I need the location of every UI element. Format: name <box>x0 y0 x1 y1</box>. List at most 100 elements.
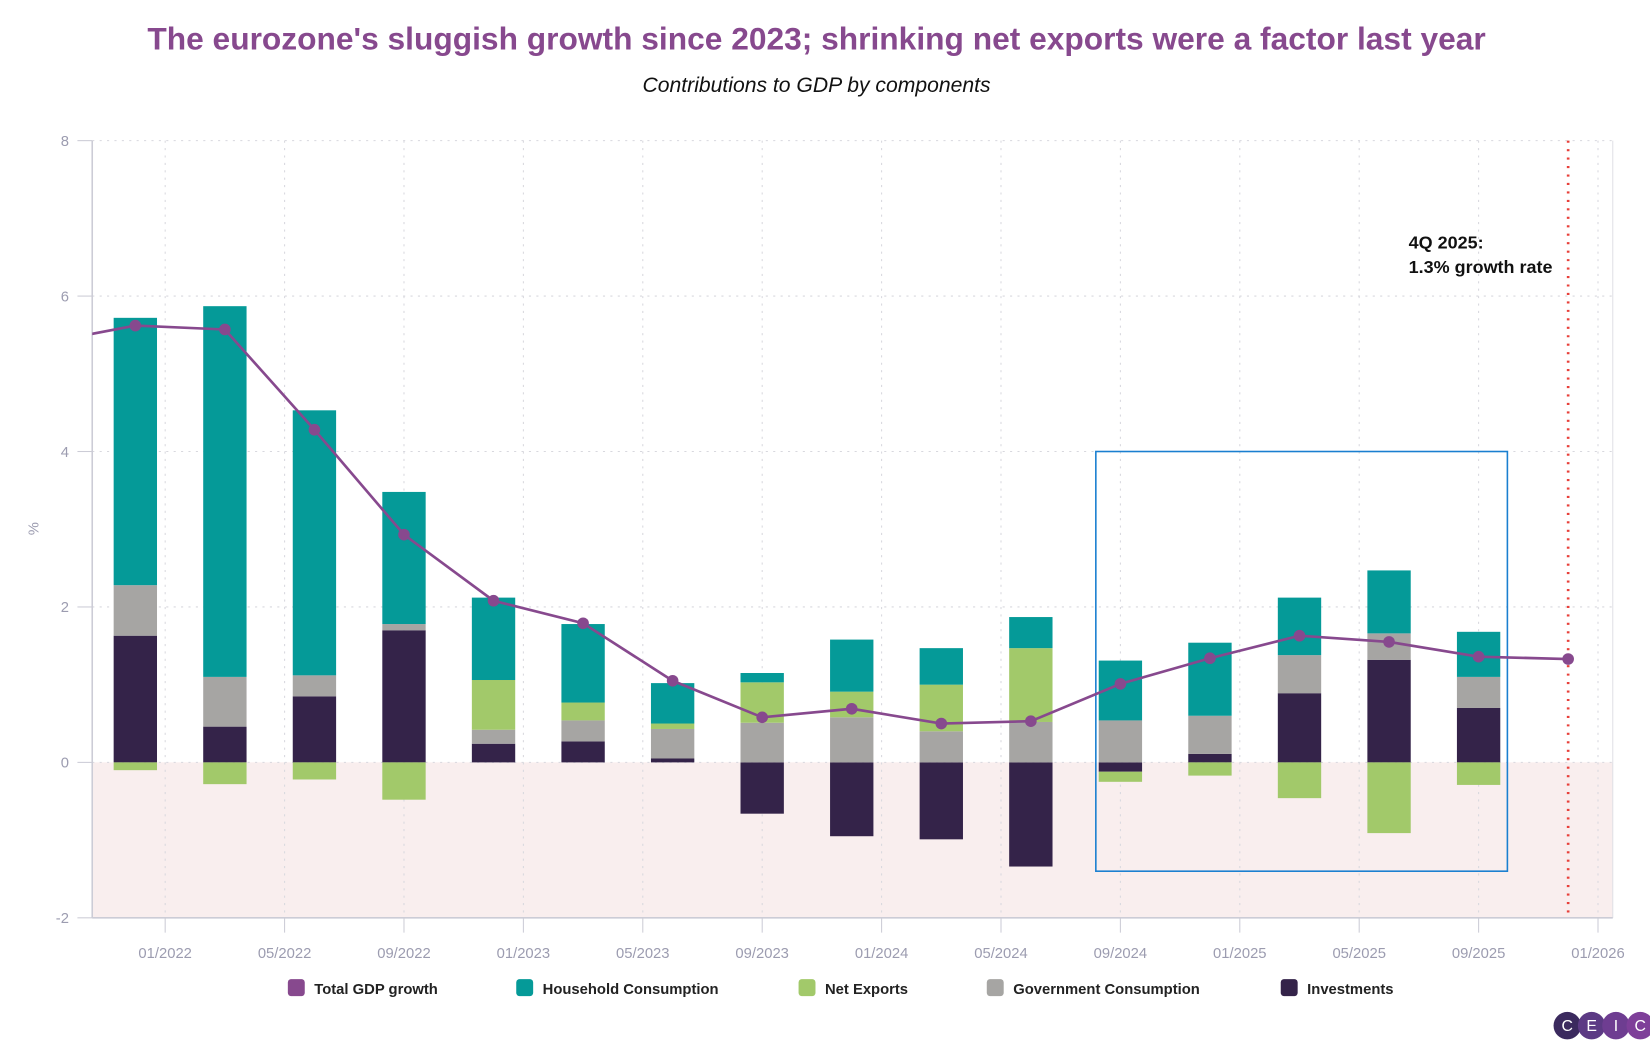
bar-household-consumption <box>1277 597 1322 656</box>
bar-investments <box>292 696 337 763</box>
point-total-gdp-growth <box>935 717 948 730</box>
bar-government-consumption <box>740 722 784 763</box>
bar-investments <box>1188 753 1232 763</box>
logo-letter: E <box>1586 1018 1597 1035</box>
bar-government-consumption <box>830 717 874 763</box>
bar-government-consumption <box>919 731 963 763</box>
legend: Total GDP growth Household Consumption Net… <box>287 979 1394 998</box>
point-total-gdp-growth <box>845 702 858 715</box>
bar-net-exports <box>1367 762 1411 834</box>
bar-household-consumption <box>113 317 158 586</box>
x-tick-label: 05/2022 <box>258 946 312 962</box>
bar-net-exports <box>650 723 695 729</box>
bar-investments <box>113 635 158 763</box>
bar-investments <box>203 726 247 763</box>
bar-investments <box>382 630 426 763</box>
x-tick-label: 01/2025 <box>1213 946 1267 962</box>
bar-investments <box>740 762 784 814</box>
bar-net-exports <box>292 762 337 780</box>
legend-label: Household Consumption <box>543 982 719 998</box>
legend-label: Net Exports <box>825 982 908 998</box>
point-total-gdp-growth <box>1204 652 1216 665</box>
bar-household-consumption <box>740 673 784 683</box>
bar-household-consumption <box>1367 570 1411 634</box>
y-tick-label: 8 <box>61 134 69 150</box>
bar-net-exports <box>1098 771 1143 782</box>
bar-net-exports <box>1277 762 1322 799</box>
point-total-gdp-growth <box>129 319 142 332</box>
logo-circle <box>1553 1011 1582 1040</box>
bar-government-consumption <box>1009 721 1053 763</box>
x-tick-label: 09/2024 <box>1094 946 1148 962</box>
bar-government-consumption <box>1188 715 1232 754</box>
logo-letter: C <box>1562 1018 1573 1035</box>
bar-household-consumption <box>292 410 337 676</box>
annotation-line1: 4Q 2025: <box>1409 232 1484 252</box>
bar-government-consumption <box>292 675 337 697</box>
bar-investments <box>1098 762 1143 772</box>
point-total-gdp-growth <box>1472 650 1485 663</box>
bar-net-exports <box>113 762 158 771</box>
point-total-gdp-growth <box>1025 715 1037 728</box>
x-tick-label: 05/2023 <box>616 946 670 962</box>
bar-household-consumption <box>830 639 874 692</box>
point-total-gdp-growth <box>1114 678 1127 690</box>
bar-investments <box>1277 693 1322 763</box>
legend-label: Investments <box>1307 982 1393 998</box>
bar-investments <box>1367 659 1411 763</box>
legend-label: Government Consumption <box>1013 982 1200 998</box>
point-total-gdp-growth <box>398 528 410 541</box>
point-total-gdp-growth <box>1293 629 1306 642</box>
y-tick-label: -2 <box>56 911 69 927</box>
bar-investments <box>561 741 605 763</box>
chart-subtitle: Contributions to GDP by components <box>643 74 991 97</box>
bar-government-consumption <box>382 624 426 631</box>
y-tick-label: 6 <box>61 289 69 305</box>
bar-investments <box>650 758 695 763</box>
logo-letter: I <box>1614 1018 1618 1035</box>
point-total-gdp-growth <box>666 674 679 687</box>
y-tick-label: 4 <box>61 445 69 461</box>
bar-net-exports <box>1456 762 1501 785</box>
legend-swatch-household-consumption <box>516 979 534 997</box>
point-total-gdp-growth <box>1383 636 1395 648</box>
point-total-gdp-growth <box>1562 653 1574 665</box>
bar-household-consumption <box>382 491 426 625</box>
logo-letter: C <box>1635 1018 1646 1035</box>
bar-government-consumption <box>1277 655 1322 694</box>
point-total-gdp-growth <box>308 423 321 436</box>
x-tick-label: 01/2023 <box>497 946 551 962</box>
bar-household-consumption <box>919 648 963 685</box>
bar-government-consumption <box>113 585 158 636</box>
bar-government-consumption <box>650 728 695 759</box>
point-total-gdp-growth <box>577 617 589 630</box>
x-tick-label: 09/2023 <box>735 946 789 962</box>
legend-swatch-total-gdp-growth <box>287 979 305 997</box>
chart-title: The eurozone's sluggish growth since 202… <box>147 21 1485 57</box>
bar-government-consumption <box>203 676 247 727</box>
x-tick-label: 01/2022 <box>138 946 192 962</box>
x-tick-label: 05/2024 <box>974 946 1028 962</box>
point-total-gdp-growth <box>756 711 769 724</box>
bar-government-consumption <box>471 729 516 744</box>
y-axis-label: % <box>26 522 42 535</box>
line-total-gdp-growth <box>92 324 1569 725</box>
bar-government-consumption <box>1098 720 1143 763</box>
x-tick-label: 01/2026 <box>1571 946 1625 962</box>
bar-net-exports <box>203 762 247 785</box>
legend-swatch-net-exports <box>798 979 816 997</box>
bar-household-consumption <box>203 306 247 677</box>
bar-investments <box>830 762 874 837</box>
annotation-line2: 1.3% growth rate <box>1409 257 1553 277</box>
logo-circle <box>1577 1011 1606 1040</box>
bar-net-exports <box>471 680 516 730</box>
bar-net-exports <box>382 762 426 800</box>
bar-investments <box>919 762 963 840</box>
x-tick-label: 01/2024 <box>855 946 909 962</box>
x-tick-label: 05/2025 <box>1332 946 1386 962</box>
bar-net-exports <box>561 702 605 721</box>
legend-swatch-investments <box>1280 979 1298 997</box>
bar-household-consumption <box>1009 617 1053 649</box>
bar-household-consumption <box>561 624 605 703</box>
bar-investments <box>471 743 516 763</box>
